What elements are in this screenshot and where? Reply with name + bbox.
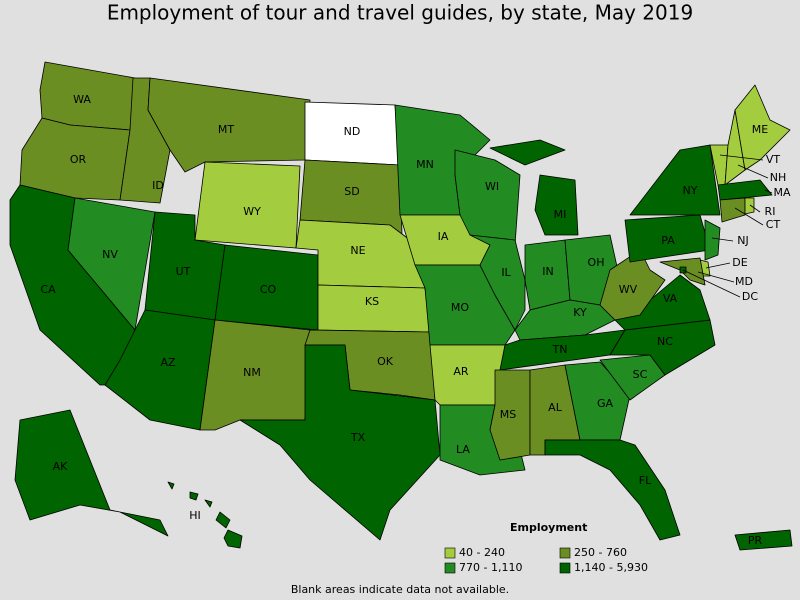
state (489, 139, 579, 236)
leader-line (737, 164, 769, 179)
state (734, 529, 793, 551)
leader-line (764, 189, 773, 194)
state-label: UT (176, 265, 191, 278)
state-label: OH (588, 256, 605, 269)
legend-swatch (559, 547, 571, 559)
state-label: IN (542, 265, 553, 278)
leader-line (697, 271, 735, 283)
state-label: AR (453, 365, 469, 378)
state (564, 361, 631, 441)
state (19, 117, 131, 201)
state-label: AZ (160, 356, 176, 369)
state (14, 409, 169, 537)
state-label: MI (554, 208, 567, 221)
state-label: IL (501, 266, 511, 279)
legend-label: 40 - 240 (459, 546, 505, 559)
state-label: NH (770, 171, 787, 184)
state-label: IA (438, 230, 449, 243)
legend-label: 250 - 760 (574, 546, 627, 559)
state-label: OK (377, 355, 394, 368)
legend-swatch (444, 562, 456, 574)
state-label: CA (40, 283, 56, 296)
state-label: DC (742, 290, 758, 303)
state-label: WV (619, 283, 638, 296)
state (704, 219, 721, 261)
leader-line (734, 207, 764, 226)
state-label: SC (633, 368, 648, 381)
state (717, 179, 773, 201)
state (719, 197, 746, 223)
state (544, 439, 681, 541)
state-label: NM (243, 366, 261, 379)
legend-title: Employment (510, 521, 587, 534)
state-label: MD (735, 275, 753, 288)
leader-line (749, 204, 761, 213)
state-label: TN (552, 343, 568, 356)
state (317, 284, 431, 333)
state-label: NC (657, 335, 673, 348)
state-label: CT (766, 218, 781, 231)
state (734, 84, 791, 171)
state-label: ID (152, 179, 164, 192)
state-label: VA (663, 292, 678, 305)
state-label: NY (683, 184, 698, 197)
legend-swatch (444, 547, 456, 559)
state (167, 481, 243, 549)
state-label: OR (70, 153, 87, 166)
state-label: VT (766, 153, 781, 166)
leader-line (705, 262, 731, 269)
state-label: CO (260, 283, 277, 296)
state-label: MT (218, 123, 234, 136)
state-label: PR (748, 534, 763, 547)
map-title: Employment of tour and travel guides, by… (107, 1, 693, 25)
state (744, 197, 755, 215)
state-label: GA (597, 397, 614, 410)
state-label: MN (416, 158, 434, 171)
state-label: NE (350, 244, 365, 257)
state-label: MO (451, 301, 469, 314)
state-label: KY (573, 306, 587, 319)
state-label: MA (773, 186, 790, 199)
state-label: WA (73, 93, 91, 106)
state-label: SD (344, 185, 359, 198)
state-label: ME (752, 123, 768, 136)
state-label: WI (485, 180, 499, 193)
state-label: ND (344, 125, 361, 138)
legend-label: 770 - 1,110 (459, 561, 522, 574)
legend-swatch (559, 562, 571, 574)
state-label: MS (500, 408, 516, 421)
state (239, 344, 441, 541)
legend: 40 - 240 250 - 760 770 - 1,110 1,140 - 5,93… (444, 546, 648, 574)
leader-line (719, 154, 764, 161)
state-label: HI (189, 509, 201, 522)
state-label: NV (102, 248, 118, 261)
state (629, 144, 721, 216)
state-label: AK (53, 460, 69, 473)
leader-line (682, 269, 741, 298)
state-label: NJ (737, 234, 748, 247)
note: Blank areas indicate data not available. (291, 583, 509, 596)
state-label: PA (661, 234, 675, 247)
leader-line (711, 237, 734, 242)
legend-label: 1,140 - 5,930 (574, 561, 648, 574)
labels: WA OR CA NV ID MT WY UT CO AZ NM ND SD NE KS OK TX MN IA MO… (40, 93, 791, 547)
state-label: AL (548, 401, 563, 414)
state-label: KS (365, 295, 379, 308)
state-label: RI (765, 205, 776, 218)
state-label: TX (350, 431, 366, 444)
state-label: DE (732, 256, 747, 269)
state-label: WY (243, 205, 261, 218)
state-label: LA (456, 443, 470, 456)
states (9, 61, 793, 551)
state-label: FL (639, 474, 652, 487)
